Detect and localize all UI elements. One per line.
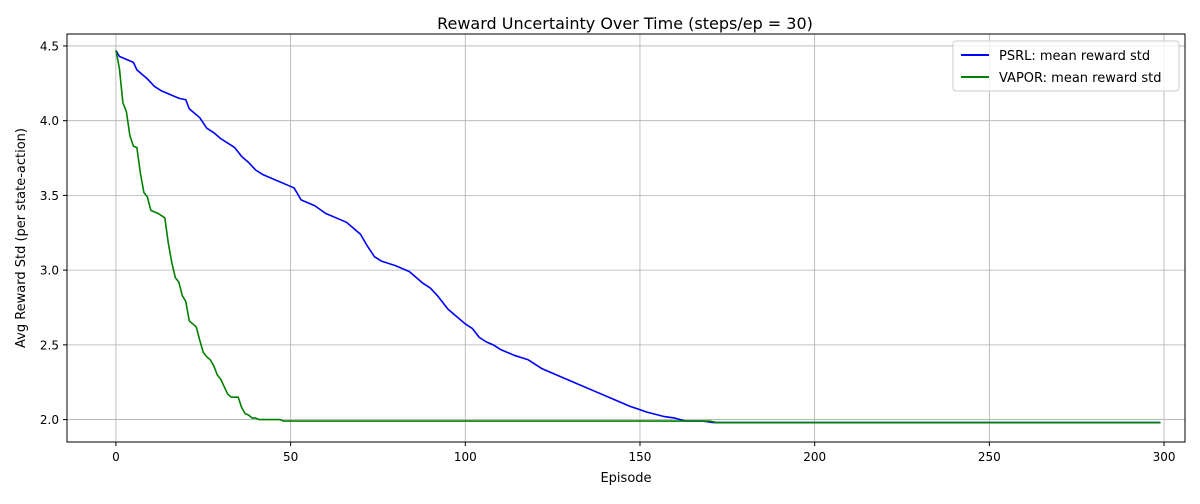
- y-tick-label: 4.5: [40, 39, 59, 53]
- psrl-series-line: [115, 50, 1161, 424]
- y-tick-label: 3.0: [40, 264, 59, 278]
- vapor-series-line: [115, 50, 1161, 424]
- legend-box: [952, 40, 1180, 92]
- y-tick-label: 2.5: [40, 338, 59, 352]
- y-tick-label: 3.5: [40, 189, 59, 203]
- legend: PSRL: mean reward std VAPOR: mean reward…: [952, 40, 1180, 92]
- y-tick-label: 4.0: [40, 114, 59, 128]
- x-tick-label: 200: [803, 450, 826, 464]
- plot-area-frame: [66, 33, 1186, 443]
- x-axis-label: Episode: [600, 471, 651, 486]
- series-lines: [115, 50, 1161, 424]
- y-tick-label: 2.0: [40, 413, 59, 427]
- x-tick-label: 50: [283, 450, 298, 464]
- legend-label-vapor: VAPOR: mean reward std: [999, 71, 1161, 86]
- legend-label-psrl: PSRL: mean reward std: [999, 49, 1150, 64]
- grid-lines: [67, 34, 1185, 442]
- x-tick-label: 100: [454, 450, 477, 464]
- x-tick-label: 0: [112, 450, 120, 464]
- y-axis-label: Avg Reward Std (per state-action): [14, 128, 29, 348]
- axis-ticks: 0 50 100 150 200 250 300 2.0 2.5 3.0 3.5 4.0 4.5: [40, 39, 1176, 464]
- x-tick-label: 250: [978, 450, 1001, 464]
- x-tick-label: 150: [629, 450, 652, 464]
- chart-title: Reward Uncertainty Over Time (steps/ep =…: [437, 14, 813, 33]
- x-tick-label: 300: [1153, 450, 1176, 464]
